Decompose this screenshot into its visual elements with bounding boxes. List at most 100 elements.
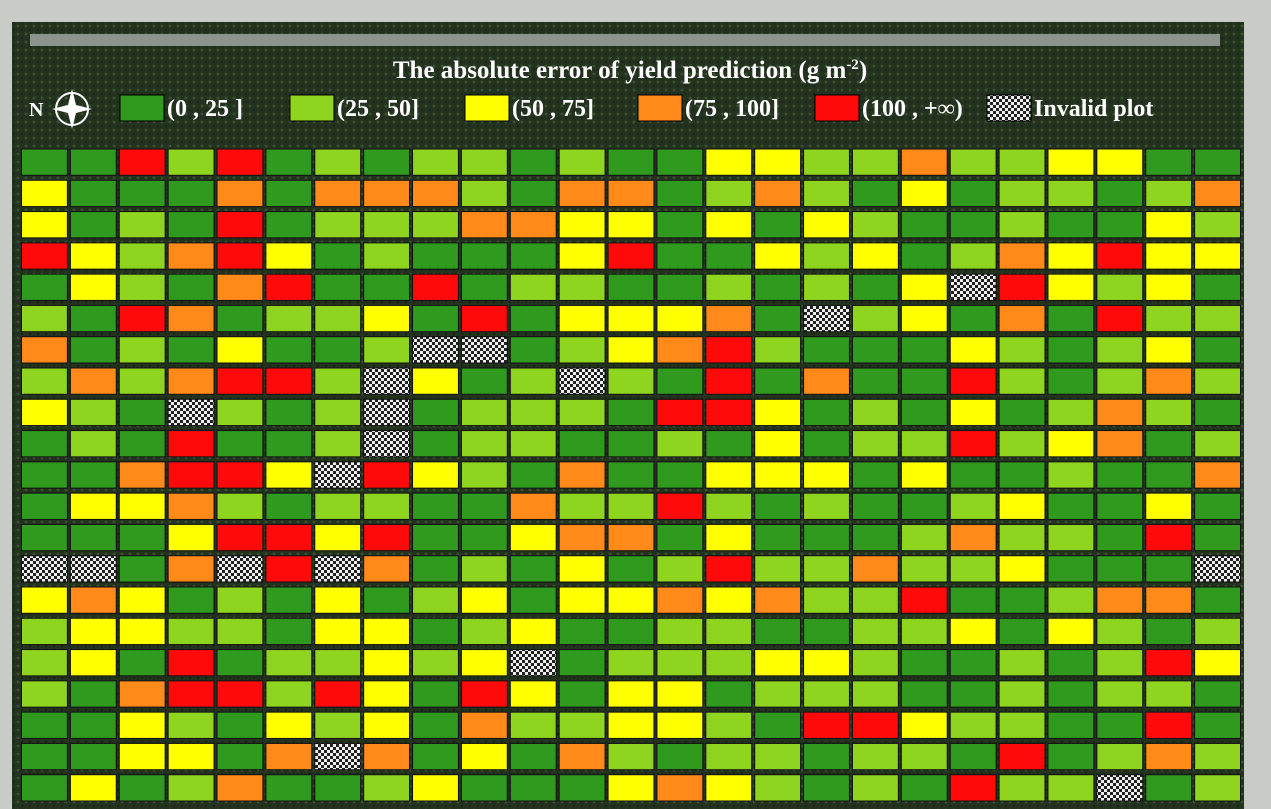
plot <box>118 649 166 677</box>
plot <box>216 367 264 395</box>
plot <box>509 211 557 239</box>
plot <box>460 179 508 208</box>
plot <box>21 555 68 583</box>
plot <box>69 367 117 395</box>
plot <box>412 711 459 739</box>
plot <box>69 398 117 427</box>
plot <box>1096 680 1144 708</box>
plot <box>118 492 166 520</box>
plot <box>803 398 850 427</box>
plot <box>1047 367 1095 395</box>
plot <box>21 367 68 395</box>
plot <box>1194 211 1241 239</box>
plot <box>167 586 215 614</box>
plot <box>69 304 117 333</box>
plot <box>1194 555 1241 583</box>
plot <box>1145 273 1193 301</box>
plot <box>607 273 655 301</box>
legend-label: (50 , 75] <box>512 96 594 122</box>
plot <box>851 774 899 802</box>
plot <box>607 398 655 427</box>
plot <box>1047 179 1095 208</box>
plot <box>1145 617 1193 646</box>
plot <box>1145 774 1193 802</box>
plot <box>265 398 313 427</box>
plot <box>460 242 508 270</box>
plot <box>558 336 606 364</box>
plot <box>1096 398 1144 427</box>
plot <box>314 649 362 677</box>
plot <box>314 179 362 208</box>
plot <box>265 742 313 771</box>
plot <box>118 680 166 708</box>
plot <box>754 649 802 677</box>
legend-label: (25 , 50] <box>337 96 419 122</box>
plot <box>1194 586 1241 614</box>
plot <box>705 211 753 239</box>
plot <box>900 242 948 270</box>
plot <box>851 242 899 270</box>
plot <box>851 523 899 552</box>
plot <box>803 680 850 708</box>
plot <box>167 742 215 771</box>
plot <box>558 242 606 270</box>
plot <box>363 774 411 802</box>
plot <box>900 711 948 739</box>
plot <box>509 523 557 552</box>
plot <box>21 586 68 614</box>
plot <box>949 617 997 646</box>
plot <box>900 586 948 614</box>
plot <box>314 492 362 520</box>
plot <box>314 336 362 364</box>
plot <box>754 398 802 427</box>
plot <box>803 774 850 802</box>
legend-swatch <box>464 94 510 122</box>
plot <box>851 680 899 708</box>
plot <box>69 148 117 176</box>
plot <box>167 617 215 646</box>
plot <box>949 774 997 802</box>
plot <box>1047 242 1095 270</box>
plot <box>265 492 313 520</box>
plot <box>851 461 899 489</box>
plot <box>754 148 802 176</box>
plot <box>460 461 508 489</box>
plot <box>1096 774 1144 802</box>
plot <box>754 617 802 646</box>
plot <box>460 398 508 427</box>
plot <box>998 617 1046 646</box>
plot <box>998 242 1046 270</box>
plot <box>998 461 1046 489</box>
plot <box>1096 711 1144 739</box>
plot <box>656 179 704 208</box>
plot-grid <box>21 148 1241 802</box>
plot <box>216 523 264 552</box>
plot <box>656 336 704 364</box>
plot <box>656 398 704 427</box>
plot <box>998 367 1046 395</box>
plot <box>1194 430 1241 458</box>
plot <box>851 148 899 176</box>
plot <box>216 304 264 333</box>
plot <box>460 680 508 708</box>
plot <box>900 148 948 176</box>
plot <box>314 430 362 458</box>
plot <box>1145 586 1193 614</box>
plot <box>167 304 215 333</box>
plot <box>656 242 704 270</box>
plot <box>656 461 704 489</box>
plot <box>167 273 215 301</box>
plot <box>558 774 606 802</box>
plot <box>21 304 68 333</box>
plot <box>558 367 606 395</box>
plot <box>998 430 1046 458</box>
plot <box>1047 304 1095 333</box>
plot <box>900 179 948 208</box>
plot <box>118 523 166 552</box>
plot <box>509 242 557 270</box>
plot <box>21 461 68 489</box>
plot <box>118 586 166 614</box>
plot <box>216 649 264 677</box>
plot <box>754 555 802 583</box>
plot <box>69 774 117 802</box>
